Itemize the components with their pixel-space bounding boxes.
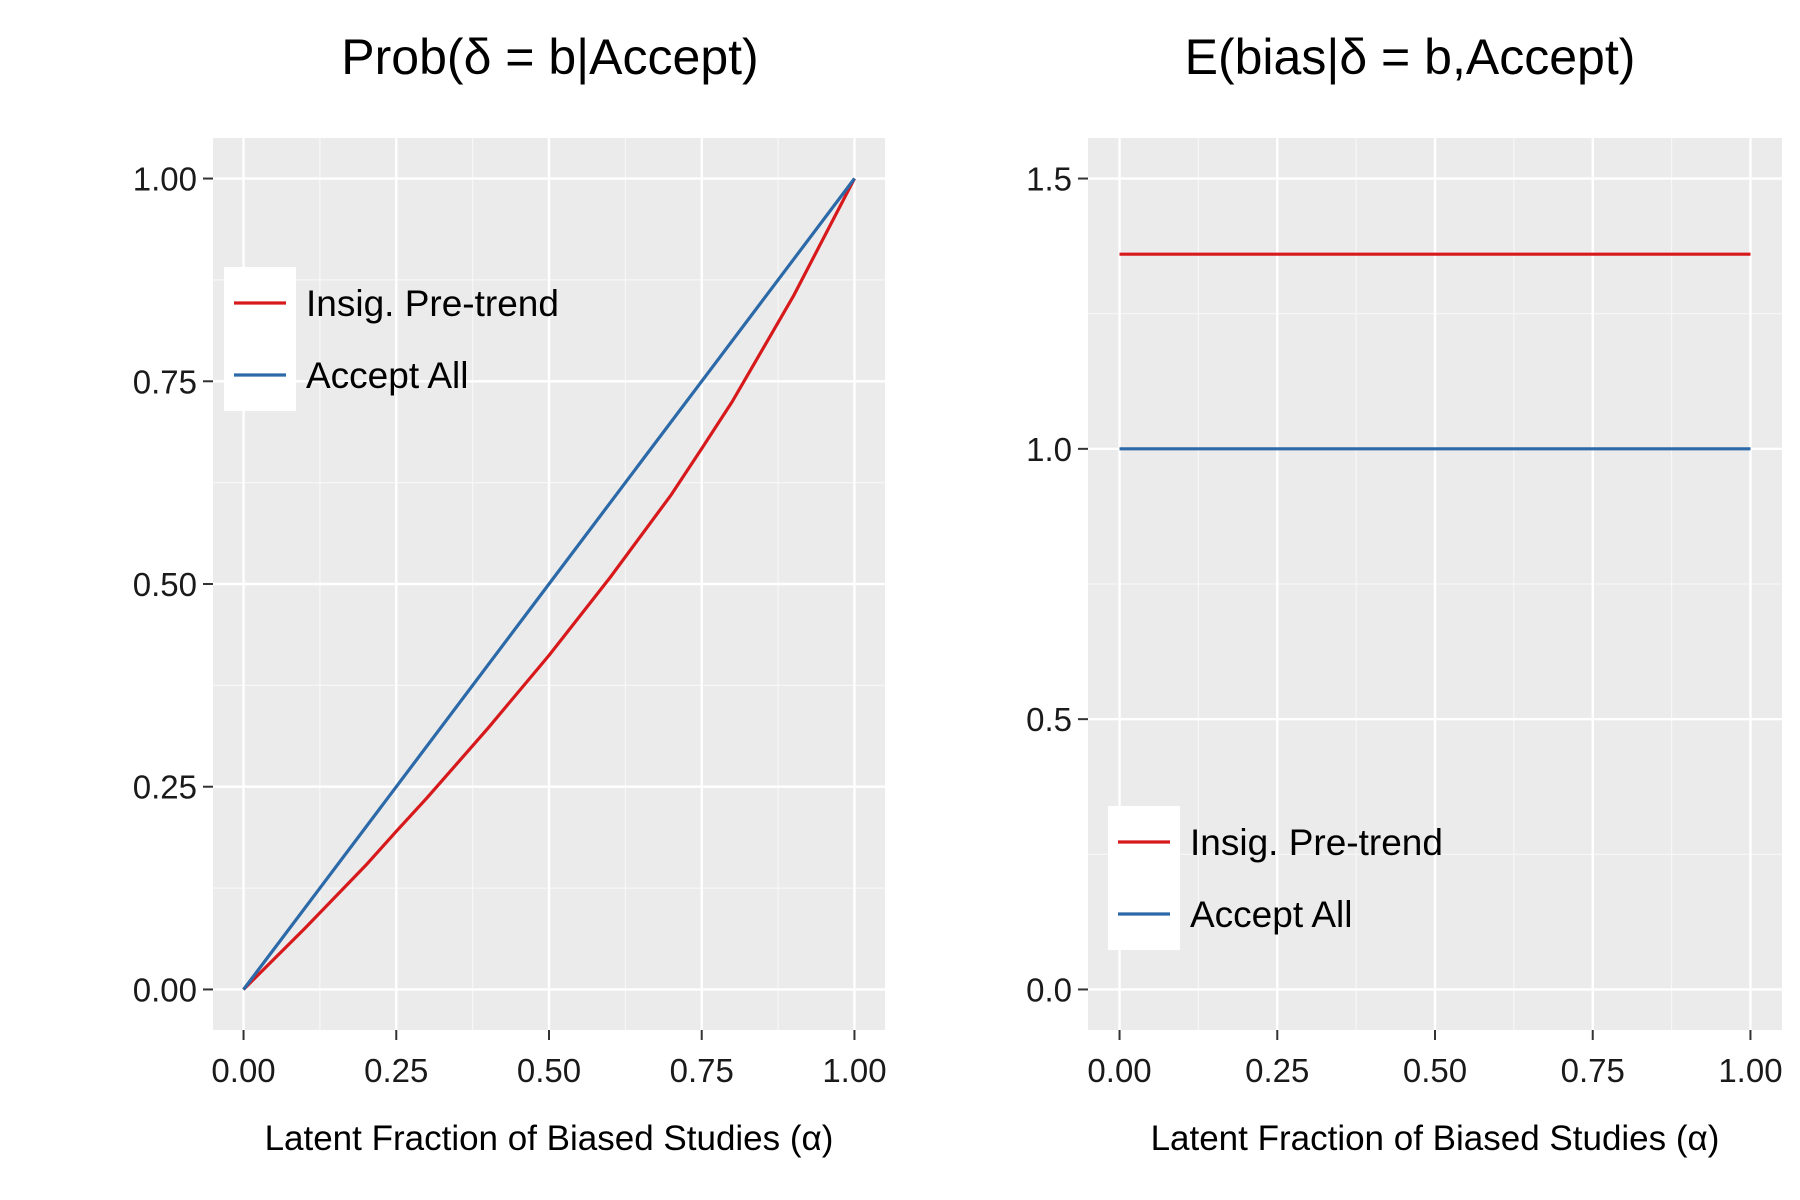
- left-x-tick-label: 0.75: [670, 1052, 734, 1089]
- left-y-tick-label: 0.00: [133, 971, 197, 1008]
- right-x-tick-label: 0.50: [1403, 1052, 1467, 1089]
- right-chart-panel: 0.0 0.5 1.0 1.5 0.00 0.25 0.50 0.75 1.00 Latent F…: [1026, 138, 1783, 1158]
- left-legend-label: Insig. Pre-trend: [306, 283, 559, 324]
- right-x-tick-label: 0.00: [1087, 1052, 1151, 1089]
- right-y-tick-label: 1.0: [1026, 431, 1072, 468]
- left-x-tick-label: 1.00: [822, 1052, 886, 1089]
- right-y-tick-label: 1.5: [1026, 161, 1072, 198]
- left-y-tick-label: 0.75: [133, 363, 197, 400]
- left-chart-panel: 0.00 0.25 0.50 0.75 1.00 0.00 0.25 0.50 0.75 1.00…: [133, 138, 887, 1158]
- chart-title-left: Prob(δ = b|Accept): [341, 29, 759, 85]
- right-x-tick-label: 0.75: [1561, 1052, 1625, 1089]
- right-x-tick-label: 1.00: [1718, 1052, 1782, 1089]
- left-series-line-accept-all: [242, 177, 856, 991]
- left-y-tick-label: 1.00: [133, 161, 197, 198]
- chart-title-right: E(bias|δ = b,Accept): [1184, 29, 1636, 85]
- right-legend-label: Insig. Pre-trend: [1190, 822, 1443, 863]
- left-legend-key-box: [224, 267, 296, 411]
- left-series-line-insig-pretrend: [242, 177, 856, 991]
- right-legend-key-box: [1108, 806, 1180, 950]
- right-x-tick-label: 0.25: [1245, 1052, 1309, 1089]
- left-x-tick-label: 0.50: [517, 1052, 581, 1089]
- left-legend-label: Accept All: [306, 355, 468, 396]
- left-x-tick-label: 0.25: [364, 1052, 428, 1089]
- right-y-tick-label: 0.0: [1026, 971, 1072, 1008]
- right-legend-label: Accept All: [1190, 894, 1352, 935]
- left-x-tick-label: 0.00: [211, 1052, 275, 1089]
- left-y-tick-label: 0.50: [133, 566, 197, 603]
- left-x-axis-label: Latent Fraction of Biased Studies (α): [265, 1119, 834, 1158]
- left-y-tick-label: 0.25: [133, 769, 197, 806]
- right-x-axis-label: Latent Fraction of Biased Studies (α): [1151, 1119, 1720, 1158]
- right-y-tick-label: 0.5: [1026, 701, 1072, 738]
